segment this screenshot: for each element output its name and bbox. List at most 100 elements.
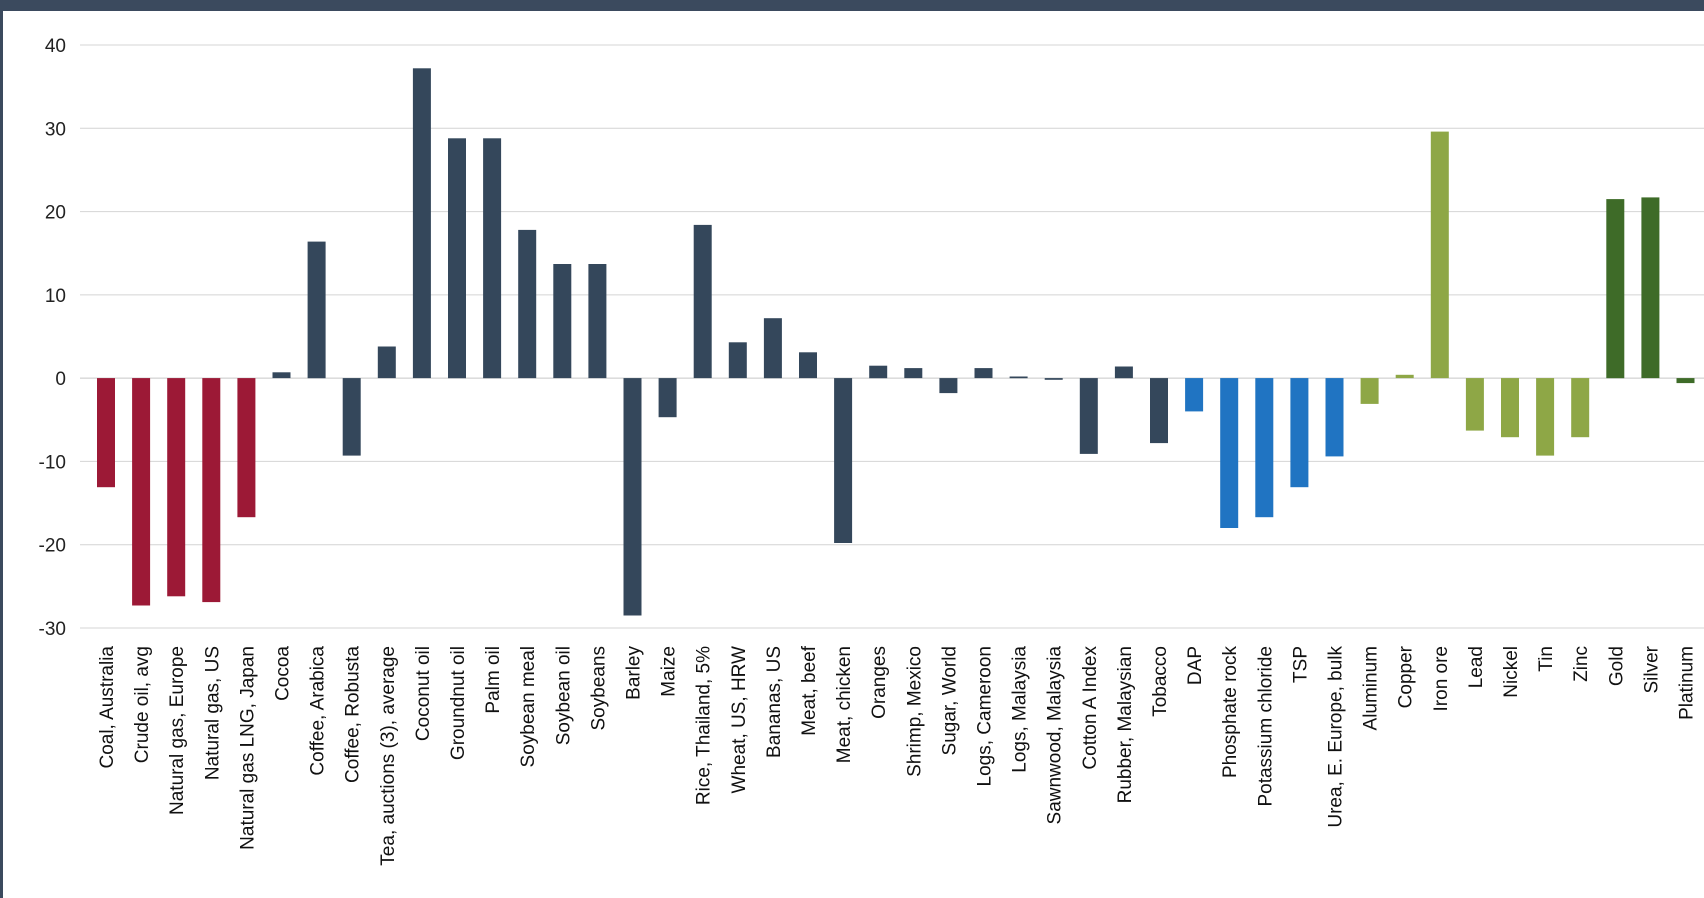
y-tick-label: -30 <box>39 619 66 640</box>
x-category-label: Groundnut oil <box>448 646 469 760</box>
x-category-label: Tobacco <box>1150 646 1171 717</box>
bar <box>553 264 572 379</box>
y-tick-label: 40 <box>45 36 66 57</box>
y-tick-label: 20 <box>45 203 66 224</box>
bar <box>1430 131 1449 379</box>
x-category-label: Natural gas LNG, Japan <box>237 646 258 850</box>
bar <box>1641 197 1660 379</box>
x-category-label: Coffee, Robusta <box>343 646 364 783</box>
x-category-label: Wheat, US, HRW <box>729 646 750 794</box>
bar <box>1606 199 1625 379</box>
bar <box>869 365 888 379</box>
x-category-label: Coffee, Arabica <box>308 646 329 776</box>
x-category-label: Coal, Australia <box>97 646 118 769</box>
x-category-label: Potassium chloride <box>1255 646 1276 807</box>
x-category-label: Bananas, US <box>764 646 785 758</box>
bar <box>237 378 256 518</box>
bar <box>1044 378 1063 380</box>
bar <box>1465 378 1484 431</box>
x-category-label: Logs, Malaysia <box>1010 646 1031 773</box>
bar <box>799 352 817 379</box>
bar <box>1079 378 1098 454</box>
bar <box>693 224 712 379</box>
x-category-label: Tin <box>1536 646 1557 672</box>
bar <box>1395 374 1414 379</box>
bar <box>448 138 466 379</box>
bar <box>412 68 431 379</box>
y-axis-tick-labels: 40 30 20 10 0 -10 -20 -30 <box>39 36 66 640</box>
x-category-label: Rice, Thailand, 5% <box>694 646 715 805</box>
bar <box>272 372 291 379</box>
x-category-label: Logs, Cameroon <box>975 646 996 786</box>
bar <box>904 368 923 379</box>
x-category-label: Iron ore <box>1431 646 1452 711</box>
bar <box>834 378 853 543</box>
bar <box>1676 378 1695 384</box>
bar <box>1220 378 1239 528</box>
y-tick-label: 30 <box>45 119 66 140</box>
x-category-label: Shrimp, Mexico <box>904 646 925 777</box>
y-tick-label: 10 <box>45 286 66 307</box>
x-category-label: Aluminum <box>1361 646 1382 730</box>
bar <box>658 378 677 418</box>
x-category-label: Tea, auctions (3), average <box>378 646 399 866</box>
bar <box>377 346 396 379</box>
x-category-label: Sugar, World <box>939 646 960 755</box>
x-category-label: Palm oil <box>483 646 504 714</box>
x-category-label: Phosphate rock <box>1220 646 1241 779</box>
bar <box>518 229 537 379</box>
x-category-label: Platinum <box>1677 646 1698 720</box>
x-category-label: Sawnwood, Malaysia <box>1045 646 1066 825</box>
bar <box>167 378 186 597</box>
bar <box>97 378 115 488</box>
x-category-label: Crude oil, avg <box>132 646 153 763</box>
x-category-label: Barley <box>624 646 645 700</box>
bar <box>342 378 361 456</box>
y-tick-label: -20 <box>39 536 66 557</box>
bars <box>97 68 1695 616</box>
x-category-label: Natural gas, Europe <box>167 646 188 815</box>
bar <box>1150 378 1168 444</box>
bar <box>939 378 958 394</box>
x-category-label: DAP <box>1185 646 1206 685</box>
x-category-label: Meat, beef <box>799 645 820 735</box>
x-category-label: Silver <box>1641 645 1662 693</box>
x-category-label: Soybean oil <box>553 646 574 745</box>
bar <box>588 264 607 379</box>
bar <box>307 241 326 379</box>
category-labels: Coal, Australia Crude oil, avg Natural gas… <box>97 645 1698 865</box>
x-category-label: Nickel <box>1501 646 1522 698</box>
left-border-rule <box>0 11 3 898</box>
x-category-label: Coconut oil <box>413 646 434 741</box>
x-category-label: Zinc <box>1571 646 1592 682</box>
top-border-bar <box>0 0 1704 11</box>
bar <box>1536 378 1555 456</box>
x-category-label: Oranges <box>869 646 890 719</box>
x-category-label: Soybean meal <box>518 646 539 767</box>
bar <box>1325 378 1344 457</box>
bar <box>132 378 151 606</box>
x-category-label: Meat, chicken <box>834 646 855 763</box>
bar <box>728 342 747 379</box>
bar <box>623 378 642 616</box>
bar <box>202 378 221 603</box>
bar <box>763 318 782 379</box>
x-category-label: Copper <box>1396 645 1417 708</box>
x-category-label: Soybeans <box>588 646 609 731</box>
x-category-label: TSP <box>1290 646 1311 683</box>
x-category-label: Natural gas, US <box>202 646 223 780</box>
bar <box>1255 378 1274 518</box>
x-category-label: Maize <box>659 646 680 697</box>
y-tick-label: 0 <box>55 369 66 390</box>
bar <box>1501 378 1519 438</box>
x-category-label: Gold <box>1606 646 1627 686</box>
x-category-label: Rubber, Malaysian <box>1115 646 1136 803</box>
bar <box>1114 366 1133 379</box>
bar <box>1185 378 1204 412</box>
bar <box>1290 378 1309 488</box>
x-category-label: Urea, E. Europe, bulk <box>1326 646 1347 828</box>
x-category-label: Cocoa <box>273 646 294 701</box>
x-category-label: Lead <box>1466 646 1487 688</box>
bar <box>1009 376 1028 379</box>
